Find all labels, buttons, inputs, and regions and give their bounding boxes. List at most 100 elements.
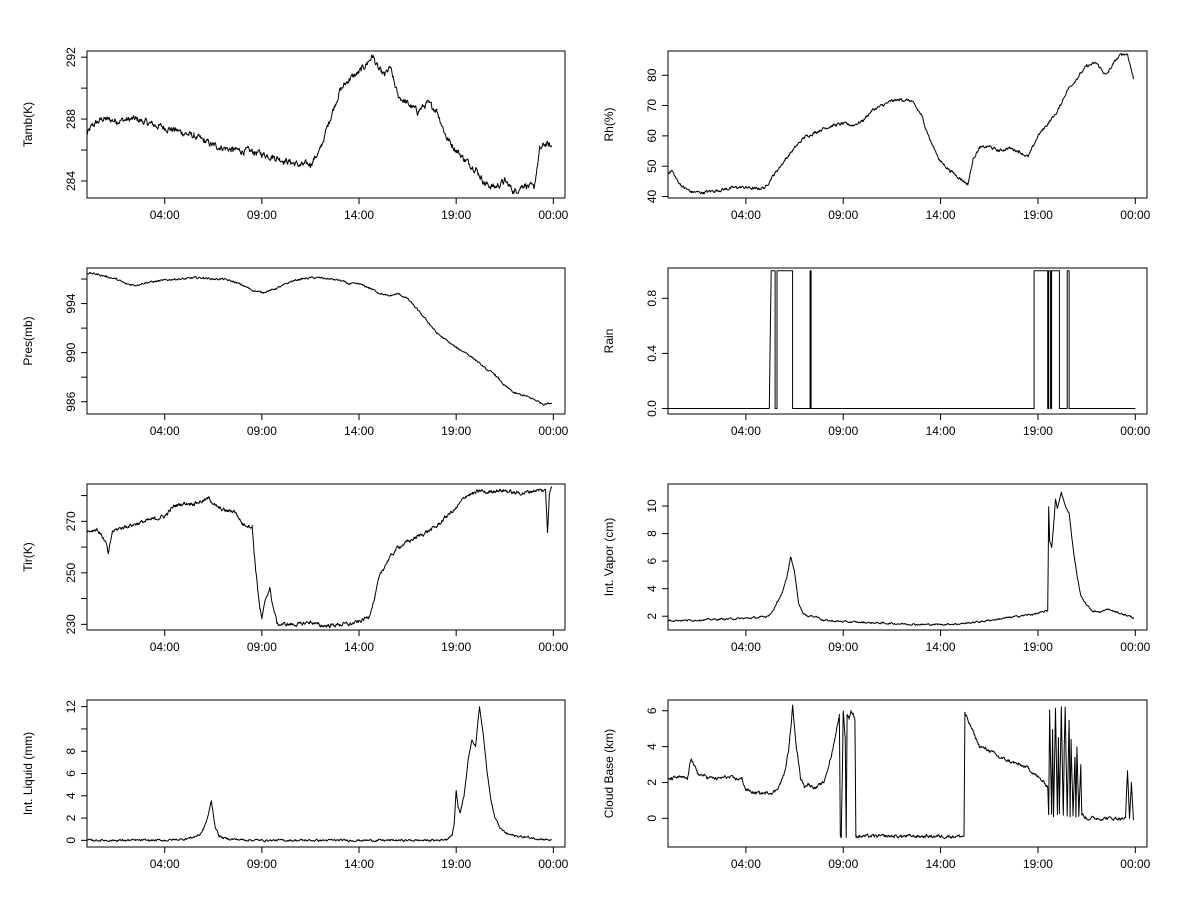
y-tick-label: 284 [64, 171, 78, 191]
y-tick-label: 6 [64, 770, 78, 777]
x-axis: 04:00 09:00 14:00 19:00 00:00 [731, 198, 1151, 222]
series-line [667, 491, 1134, 626]
x-tick-label: 19:00 [441, 857, 471, 871]
y-axis-label: Cloud Base (km) [602, 729, 616, 818]
y-tick-label: 250 [64, 563, 78, 583]
x-tick-label: 00:00 [1120, 208, 1150, 222]
y-tick-label: 0 [645, 815, 659, 822]
panel-int-vapor: 04:00 09:00 14:00 19:00 00:00 2 4 6 8 10 Int. Vapo… [602, 483, 1151, 654]
y-tick-label: 990 [64, 342, 78, 362]
y-tick-label: 40 [645, 189, 659, 203]
plot-frame [667, 267, 1148, 415]
y-tick-label: 4 [645, 585, 659, 592]
y-tick-label: 4 [645, 743, 659, 750]
y-axis: 230 250 270 [64, 495, 87, 634]
series-line [667, 53, 1134, 195]
y-tick-label: 12 [64, 700, 78, 714]
plot-frame [86, 699, 566, 848]
x-tick-label: 09:00 [247, 640, 277, 654]
y-tick-label: 8 [645, 530, 659, 537]
y-tick-label: 2 [645, 613, 659, 620]
series-line [86, 706, 552, 843]
series-line [86, 486, 552, 629]
y-axis: 986 990 994 [64, 278, 87, 412]
x-tick-label: 19:00 [441, 640, 471, 654]
x-tick-label: 09:00 [828, 640, 858, 654]
x-tick-label: 14:00 [926, 857, 956, 871]
panel-tamb: 04:00 09:00 14:00 19:00 00:00 284 288 292 Tamb(K… [21, 47, 569, 222]
y-axis-label: Tir(K) [21, 542, 35, 572]
y-tick-label: 60 [645, 129, 659, 143]
x-tick-label: 19:00 [441, 424, 471, 438]
y-tick-label: 986 [64, 391, 78, 411]
y-axis: 0 2 4 6 [645, 707, 668, 822]
panel-int-liquid: 04:00 09:00 14:00 19:00 00:00 0 2 4 6 8 12 Int. Liq… [21, 699, 569, 871]
y-tick-label: 0.4 [645, 345, 659, 362]
y-axis: 40 50 60 70 80 [645, 68, 668, 203]
series-line [86, 54, 552, 195]
y-tick-label: 6 [645, 707, 659, 714]
x-tick-label: 19:00 [441, 208, 471, 222]
y-axis-label: Pres(mb) [21, 316, 35, 365]
x-axis: 04:00 09:00 14:00 19:00 00:00 [150, 414, 569, 438]
x-tick-label: 00:00 [538, 424, 568, 438]
y-axis-label: Rh(%) [602, 107, 616, 141]
plot-frame [667, 699, 1148, 848]
series-line [667, 704, 1134, 840]
y-axis-label: Tamb(K) [21, 102, 35, 147]
y-tick-label: 994 [64, 293, 78, 313]
plot-frame [86, 267, 566, 415]
x-tick-label: 00:00 [538, 857, 568, 871]
x-tick-label: 09:00 [247, 857, 277, 871]
x-tick-label: 04:00 [150, 424, 180, 438]
plot-frame [86, 50, 566, 199]
y-tick-label: 270 [64, 511, 78, 531]
y-tick-label: 4 [64, 792, 78, 799]
y-axis: 0.0 0.4 0.8 [645, 290, 668, 417]
y-tick-label: 10 [645, 499, 659, 513]
x-tick-label: 00:00 [1120, 424, 1150, 438]
x-tick-label: 14:00 [344, 208, 374, 222]
panel-tir: 04:00 09:00 14:00 19:00 00:00 230 250 270 Tir(K) [21, 483, 569, 654]
x-tick-label: 19:00 [1023, 857, 1053, 871]
x-axis: 04:00 09:00 14:00 19:00 00:00 [150, 198, 569, 222]
y-tick-label: 8 [64, 748, 78, 755]
y-tick-label: 0 [64, 837, 78, 844]
y-tick-label: 288 [64, 109, 78, 129]
series-line [86, 272, 552, 406]
x-tick-label: 14:00 [926, 208, 956, 222]
y-tick-label: 70 [645, 99, 659, 113]
y-axis: 284 288 292 [64, 47, 87, 191]
y-tick-label: 50 [645, 159, 659, 173]
y-axis-label: Int. Liquid (mm) [21, 732, 35, 815]
y-tick-label: 0.0 [645, 400, 659, 417]
x-tick-label: 19:00 [1023, 640, 1053, 654]
x-tick-label: 04:00 [150, 857, 180, 871]
x-tick-label: 04:00 [150, 208, 180, 222]
y-axis: 0 2 4 6 8 12 [64, 700, 87, 844]
x-tick-label: 04:00 [731, 640, 761, 654]
x-tick-label: 09:00 [828, 857, 858, 871]
panel-pres: 04:00 09:00 14:00 19:00 00:00 986 990 994 Pres(m… [21, 267, 569, 438]
y-axis-label: Rain [602, 329, 616, 354]
x-tick-label: 00:00 [538, 208, 568, 222]
x-tick-label: 19:00 [1023, 208, 1053, 222]
x-axis: 04:00 09:00 14:00 19:00 00:00 [731, 847, 1151, 871]
panel-cloud-base: 04:00 09:00 14:00 19:00 00:00 0 2 4 6 Cloud Base … [602, 699, 1151, 871]
x-tick-label: 14:00 [926, 424, 956, 438]
series-line [668, 270, 1136, 409]
plot-frame [86, 483, 566, 631]
y-tick-label: 2 [64, 814, 78, 821]
x-axis: 04:00 09:00 14:00 19:00 00:00 [150, 847, 569, 871]
x-tick-label: 04:00 [731, 208, 761, 222]
y-tick-label: 6 [645, 557, 659, 564]
x-axis: 04:00 09:00 14:00 19:00 00:00 [731, 630, 1151, 654]
y-tick-label: 0.8 [645, 290, 659, 307]
y-tick-label: 230 [64, 614, 78, 634]
x-tick-label: 09:00 [247, 208, 277, 222]
y-axis-label: Int. Vapor (cm) [602, 518, 616, 596]
x-tick-label: 09:00 [828, 208, 858, 222]
panel-rh: 04:00 09:00 14:00 19:00 00:00 40 50 60 70 80 Rh(%) [602, 50, 1151, 222]
y-tick-label: 2 [645, 779, 659, 786]
